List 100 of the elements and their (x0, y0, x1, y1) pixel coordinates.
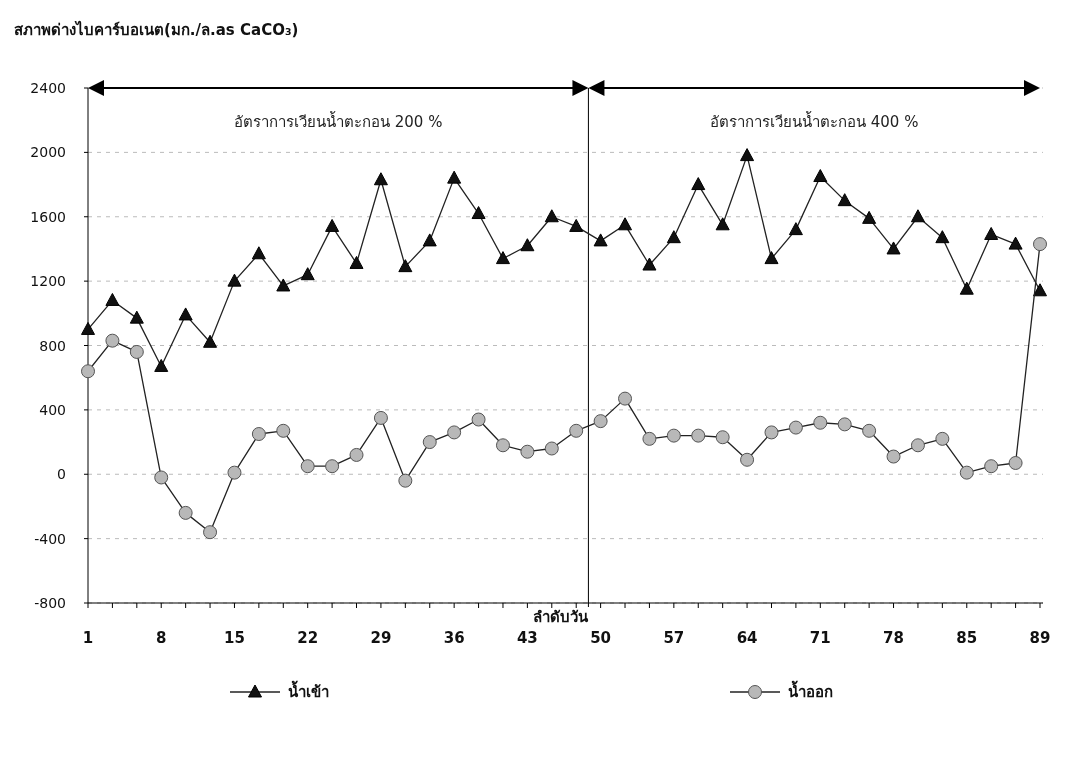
point (740, 148, 755, 162)
point (471, 412, 486, 427)
legend-label: น้ำออก (788, 680, 833, 701)
point (300, 459, 315, 474)
point (862, 423, 877, 438)
x-tick-label: 43 (516, 629, 538, 647)
point (618, 217, 633, 231)
y-tick-label: 2000 (30, 144, 66, 161)
point (276, 278, 291, 292)
annotation: อัตราการเวียนน้ำตะกอน 200 % (233, 111, 443, 131)
point (227, 465, 242, 480)
x-tick-label: 71 (809, 629, 831, 647)
point (398, 473, 413, 488)
point (251, 246, 266, 260)
x-tick-label: 36 (443, 629, 465, 647)
point (422, 233, 437, 247)
point (276, 423, 291, 438)
point (813, 169, 828, 183)
point (740, 452, 755, 467)
point (495, 251, 510, 265)
y-tick-label: 2400 (30, 80, 66, 96)
x-tick-label: 1 (82, 629, 94, 647)
point (471, 206, 486, 220)
x-tick-label: 50 (590, 629, 612, 647)
point (788, 222, 803, 236)
point (764, 425, 779, 440)
point (154, 470, 169, 485)
chart-title: สภาพด่างไบคาร์บอเนต(มก./ล.as CaCO₃) (14, 20, 299, 39)
point (105, 333, 120, 348)
point (349, 255, 364, 269)
point (1033, 237, 1047, 252)
point (593, 414, 608, 429)
point (178, 505, 193, 520)
x-tick-label: 89 (1029, 629, 1051, 647)
point (227, 273, 242, 287)
y-tick-label: -800 (34, 595, 66, 611)
x-tick-label: 15 (224, 629, 245, 647)
point (984, 226, 999, 240)
point (666, 230, 681, 244)
point (569, 423, 584, 438)
y-tick-label: 800 (39, 337, 66, 354)
y-tick-label: -400 (34, 530, 66, 547)
point (447, 170, 462, 184)
point (691, 428, 706, 443)
point (398, 259, 413, 273)
point (349, 447, 364, 462)
annotation: อัตราการเวียนน้ำตะกอน 400 % (709, 111, 919, 131)
point (520, 444, 535, 459)
point (325, 218, 340, 232)
point (910, 438, 925, 453)
point (837, 193, 852, 207)
point (203, 525, 218, 540)
point (178, 307, 193, 321)
point (886, 241, 901, 255)
point (593, 233, 608, 247)
point (1008, 236, 1023, 250)
x-tick-label: 78 (883, 629, 904, 647)
x-tick-label: 29 (370, 629, 392, 647)
point (642, 431, 657, 446)
point (959, 465, 974, 480)
point (666, 428, 681, 443)
point (447, 425, 462, 440)
point (788, 420, 803, 435)
point (129, 344, 144, 359)
point (373, 410, 388, 425)
x-tick-label: 85 (956, 629, 978, 647)
point (764, 251, 779, 265)
point (203, 334, 218, 348)
point (691, 177, 706, 191)
point (129, 310, 144, 324)
x-tick-label: 8 (156, 629, 167, 647)
x-axis-title: ลำดับวัน (532, 608, 589, 626)
x-tick-label: 57 (663, 629, 685, 647)
y-tick-label: 1600 (30, 208, 66, 225)
point (569, 218, 584, 232)
y-tick-label: 1200 (30, 273, 66, 290)
point (813, 415, 828, 430)
point (862, 210, 877, 224)
point (154, 358, 169, 372)
point (715, 430, 730, 445)
point (495, 438, 510, 453)
point (105, 292, 120, 306)
point (81, 364, 95, 379)
point (618, 391, 633, 406)
point (251, 427, 266, 442)
point (373, 172, 388, 186)
point (1008, 455, 1023, 470)
point (544, 209, 559, 223)
x-tick-label: 64 (736, 629, 758, 647)
y-tick-label: 0 (57, 466, 66, 483)
point (1033, 283, 1047, 297)
point (910, 209, 925, 223)
point (837, 417, 852, 432)
point (959, 281, 974, 295)
legend-label: น้ำเข้า (288, 680, 329, 701)
point (935, 230, 950, 244)
point (81, 321, 95, 335)
point (715, 217, 730, 231)
point (642, 257, 657, 271)
point (935, 431, 950, 446)
